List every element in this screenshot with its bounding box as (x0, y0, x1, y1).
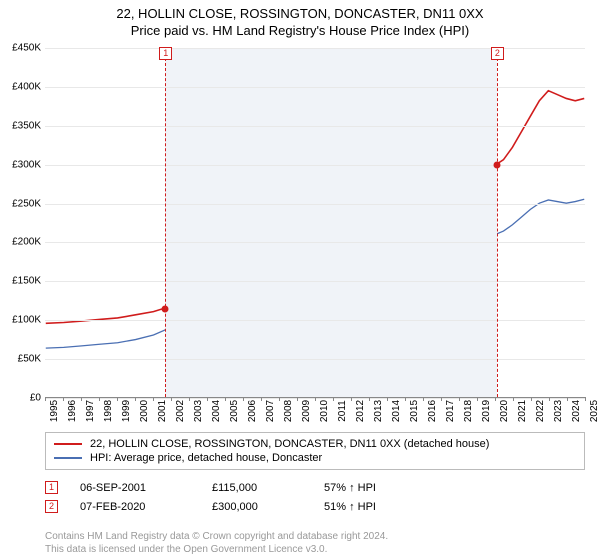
title-block: 22, HOLLIN CLOSE, ROSSINGTON, DONCASTER,… (0, 0, 600, 40)
x-axis-label: 1999 (117, 400, 132, 422)
x-axis-label: 1996 (63, 400, 78, 422)
transaction-marker: 2 (45, 500, 58, 513)
gridline (45, 320, 585, 321)
chart-plot-area: £0£50K£100K£150K£200K£250K£300K£350K£400… (45, 48, 585, 398)
legend-item: 22, HOLLIN CLOSE, ROSSINGTON, DONCASTER,… (54, 437, 576, 451)
plot-background: £0£50K£100K£150K£200K£250K£300K£350K£400… (45, 48, 585, 398)
x-axis-label: 2016 (423, 400, 438, 422)
footer-attribution: Contains HM Land Registry data © Crown c… (45, 531, 585, 556)
x-axis-label: 2018 (459, 400, 474, 422)
y-axis-label: £50K (18, 354, 45, 365)
chart-subtitle: Price paid vs. HM Land Registry's House … (10, 23, 590, 38)
transaction-date: 07-FEB-2020 (80, 501, 190, 513)
x-axis-label: 2023 (549, 400, 564, 422)
y-axis-label: £150K (12, 276, 45, 287)
y-axis-label: £450K (12, 43, 45, 54)
transaction-row: 2 07-FEB-2020 £300,000 51% ↑ HPI (45, 497, 585, 516)
marker-box: 1 (159, 47, 172, 60)
x-axis-label: 2015 (405, 400, 420, 422)
marker-dot (162, 305, 169, 312)
x-axis-label: 2008 (279, 400, 294, 422)
x-axis-label: 2019 (477, 400, 492, 422)
x-axis-label: 2022 (531, 400, 546, 422)
transaction-date: 06-SEP-2001 (80, 482, 190, 494)
x-axis-label: 2002 (171, 400, 186, 422)
footer-line2: This data is licensed under the Open Gov… (45, 544, 585, 557)
gridline (45, 48, 585, 49)
marker-box: 2 (491, 47, 504, 60)
x-axis-label: 2010 (315, 400, 330, 422)
gridline (45, 126, 585, 127)
x-axis-label: 2007 (261, 400, 276, 422)
gridline (45, 242, 585, 243)
x-axis-label: 2024 (567, 400, 582, 422)
gridline (45, 204, 585, 205)
gridline (45, 359, 585, 360)
y-axis-label: £0 (30, 393, 45, 404)
legend-swatch (54, 457, 82, 459)
x-axis-label: 2005 (225, 400, 240, 422)
legend-box: 22, HOLLIN CLOSE, ROSSINGTON, DONCASTER,… (45, 432, 585, 470)
shaded-ownership-band (165, 48, 497, 397)
gridline (45, 281, 585, 282)
x-axis-label: 1995 (45, 400, 60, 422)
x-axis-label: 2011 (333, 400, 348, 422)
x-axis-label: 2014 (387, 400, 402, 422)
chart-container: 22, HOLLIN CLOSE, ROSSINGTON, DONCASTER,… (0, 0, 600, 560)
x-axis-label: 1998 (99, 400, 114, 422)
legend-label: 22, HOLLIN CLOSE, ROSSINGTON, DONCASTER,… (90, 438, 489, 450)
y-axis-label: £350K (12, 120, 45, 131)
legend-swatch (54, 443, 82, 445)
y-axis-label: £100K (12, 315, 45, 326)
transaction-pct-vs-hpi: 57% ↑ HPI (324, 482, 434, 494)
footer-line1: Contains HM Land Registry data © Crown c… (45, 531, 585, 544)
y-axis-label: £400K (12, 81, 45, 92)
x-axis-label: 2009 (297, 400, 312, 422)
x-axis-label: 1997 (81, 400, 96, 422)
x-axis-label: 2000 (135, 400, 150, 422)
x-axis-label: 2001 (153, 400, 168, 422)
transaction-marker: 1 (45, 481, 58, 494)
marker-vline (497, 48, 498, 397)
x-axis-label: 2006 (243, 400, 258, 422)
transaction-row: 1 06-SEP-2001 £115,000 57% ↑ HPI (45, 478, 585, 497)
x-axis-label: 2017 (441, 400, 456, 422)
legend-label: HPI: Average price, detached house, Donc… (90, 452, 322, 464)
x-axis-label: 2021 (513, 400, 528, 422)
gridline (45, 87, 585, 88)
chart-title-address: 22, HOLLIN CLOSE, ROSSINGTON, DONCASTER,… (10, 6, 590, 21)
x-axis-label: 2004 (207, 400, 222, 422)
x-axis-label: 2020 (495, 400, 510, 422)
y-axis-label: £300K (12, 159, 45, 170)
transaction-price: £115,000 (212, 482, 302, 494)
legend-item: HPI: Average price, detached house, Donc… (54, 451, 576, 465)
transaction-price: £300,000 (212, 501, 302, 513)
x-axis-label: 2013 (369, 400, 384, 422)
x-axis-label: 2012 (351, 400, 366, 422)
marker-vline (165, 48, 166, 397)
x-axis-label: 2025 (585, 400, 600, 422)
transaction-pct-vs-hpi: 51% ↑ HPI (324, 501, 434, 513)
transactions-table: 1 06-SEP-2001 £115,000 57% ↑ HPI 2 07-FEB-202… (45, 478, 585, 516)
x-axis-label: 2003 (189, 400, 204, 422)
gridline (45, 165, 585, 166)
y-axis-label: £200K (12, 237, 45, 248)
marker-dot (493, 161, 500, 168)
y-axis-label: £250K (12, 198, 45, 209)
